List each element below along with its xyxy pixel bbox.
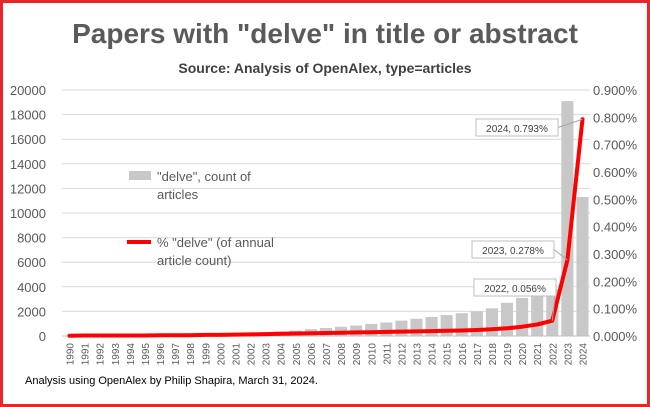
left-axis-tick-label: 8000 bbox=[17, 231, 46, 246]
bar bbox=[455, 313, 468, 336]
legend-line-label: % "delve" (of annual bbox=[157, 235, 274, 250]
x-axis-tick-label: 2018 bbox=[488, 343, 499, 366]
bar bbox=[395, 320, 408, 336]
x-axis-tick-label: 2017 bbox=[473, 343, 484, 366]
x-axis-tick-label: 1992 bbox=[96, 343, 107, 366]
annotation-box bbox=[471, 240, 555, 259]
x-axis-tick-label: 2024 bbox=[578, 343, 589, 366]
chart-footnote: Analysis using OpenAlex by Philip Shapir… bbox=[25, 375, 318, 387]
left-axis-tick-label: 20000 bbox=[10, 83, 46, 98]
annotation-leader-line bbox=[553, 249, 568, 261]
left-axis-tick-label: 2000 bbox=[17, 304, 46, 319]
x-axis-tick-label: 1991 bbox=[81, 343, 92, 366]
x-axis-tick-label: 2009 bbox=[352, 343, 363, 366]
right-axis-tick-label: 0.400% bbox=[593, 220, 638, 235]
right-axis-tick-label: 0.700% bbox=[593, 138, 638, 153]
x-axis-tick-label: 1997 bbox=[171, 343, 182, 366]
right-axis-tick-label: 0.000% bbox=[593, 329, 638, 344]
x-axis-tick-label: 2021 bbox=[533, 343, 544, 366]
right-axis-tick-label: 0.600% bbox=[593, 165, 638, 180]
x-axis-tick-label: 1996 bbox=[156, 343, 167, 366]
right-axis-tick-label: 0.500% bbox=[593, 192, 638, 207]
bar bbox=[516, 297, 529, 336]
x-axis-tick-label: 2002 bbox=[247, 343, 258, 366]
x-axis-tick-label: 2001 bbox=[231, 343, 242, 366]
bar bbox=[576, 197, 589, 336]
left-axis-tick-label: 16000 bbox=[10, 132, 46, 147]
left-axis-tick-label: 4000 bbox=[17, 280, 46, 295]
x-axis-tick-label: 1990 bbox=[66, 343, 77, 366]
x-axis-tick-label: 2019 bbox=[503, 343, 514, 366]
bar bbox=[531, 292, 544, 336]
left-axis-tick-label: 12000 bbox=[10, 181, 46, 196]
annotation-label: 2024, 0.793% bbox=[486, 124, 548, 135]
x-axis-tick-label: 2022 bbox=[548, 343, 559, 366]
right-axis-tick-label: 0.100% bbox=[593, 302, 638, 317]
x-axis-tick-label: 2011 bbox=[382, 343, 393, 365]
x-axis-tick-label: 2005 bbox=[292, 343, 303, 366]
right-axis-tick-label: 0.200% bbox=[593, 274, 638, 289]
percent-line bbox=[67, 117, 585, 338]
annotation-label: 2023, 0.278% bbox=[482, 246, 544, 257]
x-axis-tick-label: 2004 bbox=[277, 343, 288, 366]
x-axis-tick-label: 2013 bbox=[413, 343, 424, 366]
x-axis-tick-label: 2012 bbox=[397, 343, 408, 366]
left-axis-tick-label: 14000 bbox=[10, 157, 46, 172]
bar bbox=[485, 308, 498, 336]
chart-title: Papers with "delve" in title or abstract bbox=[72, 18, 578, 49]
annotation-label: 2022, 0.056% bbox=[484, 284, 546, 295]
x-axis-tick-label: 1994 bbox=[126, 343, 137, 366]
bar bbox=[500, 302, 514, 336]
x-axis-tick-label: 2015 bbox=[443, 343, 454, 366]
x-axis-tick-label: 1993 bbox=[111, 343, 122, 366]
right-axis-tick-label: 0.900% bbox=[593, 83, 638, 98]
x-axis-tick-label: 2023 bbox=[563, 343, 574, 366]
x-axis-tick-label: 2007 bbox=[322, 343, 333, 366]
left-axis-tick-label: 10000 bbox=[10, 206, 46, 221]
x-axis-tick-label: 2020 bbox=[518, 343, 529, 366]
x-axis-tick-label: 2000 bbox=[216, 343, 227, 366]
x-axis-tick-label: 2003 bbox=[262, 343, 273, 366]
x-axis-tick-label: 2008 bbox=[337, 343, 348, 366]
annotation-leader-line bbox=[557, 118, 583, 128]
chart-subtitle: Source: Analysis of OpenAlex, type=artic… bbox=[178, 60, 472, 76]
right-axis-tick-label: 0.800% bbox=[593, 110, 638, 125]
right-axis-tick-label: 0.300% bbox=[593, 247, 638, 262]
annotation-box bbox=[473, 278, 557, 297]
legend-line-label: article count) bbox=[157, 253, 231, 268]
legend-bar-label: "delve", count of bbox=[157, 169, 251, 184]
legend-bar-label: articles bbox=[157, 187, 199, 202]
x-axis-tick-label: 2016 bbox=[458, 343, 469, 366]
x-axis-tick-label: 1998 bbox=[186, 343, 197, 366]
left-axis-tick-label: 0 bbox=[39, 329, 46, 344]
annotation-box bbox=[475, 118, 559, 137]
x-axis-tick-label: 1999 bbox=[201, 343, 212, 366]
x-axis-tick-label: 2010 bbox=[367, 343, 378, 366]
x-axis-tick-label: 2006 bbox=[307, 343, 318, 366]
legend-bar-swatch bbox=[129, 171, 151, 180]
bar bbox=[470, 311, 483, 336]
left-axis-tick-label: 18000 bbox=[10, 108, 46, 123]
left-axis-tick-label: 6000 bbox=[17, 255, 46, 270]
x-axis-tick-label: 1995 bbox=[141, 343, 152, 366]
x-axis-tick-label: 2014 bbox=[428, 343, 439, 366]
